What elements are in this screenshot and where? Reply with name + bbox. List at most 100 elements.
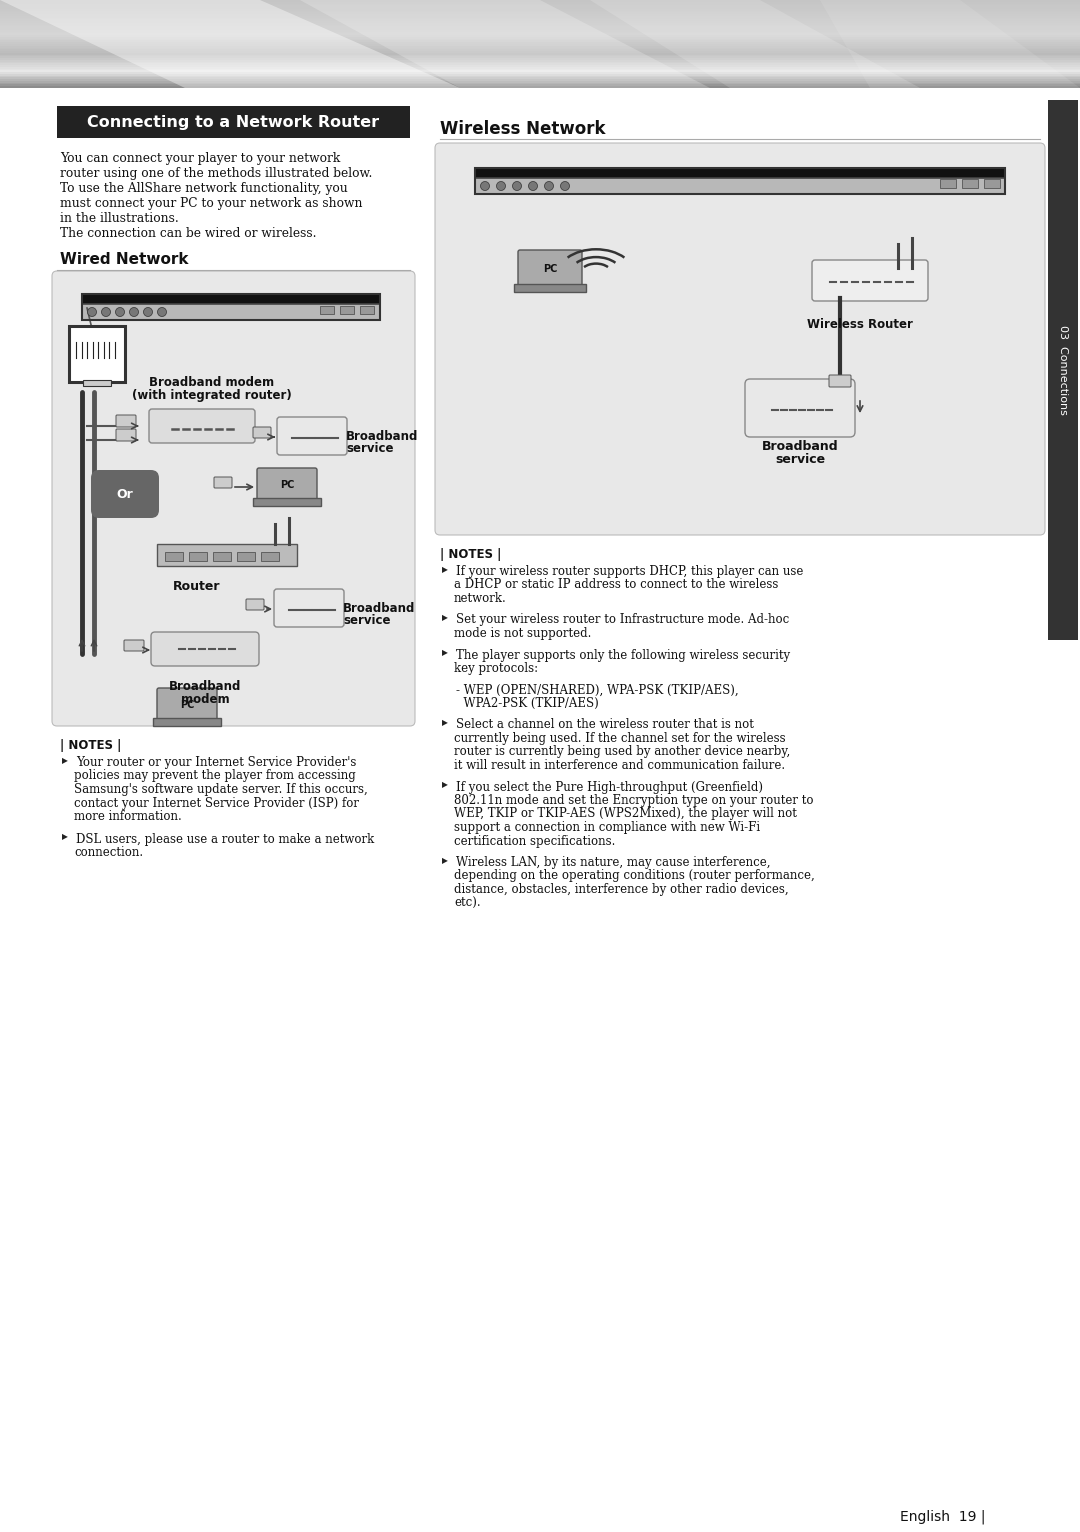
Text: Set your wireless router to Infrastructure mode. Ad-hoc: Set your wireless router to Infrastructu… [456,613,789,627]
Text: If you select the Pure High-throughput (Greenfield): If you select the Pure High-throughput (… [456,780,762,794]
FancyBboxPatch shape [52,271,415,726]
FancyBboxPatch shape [0,43,1080,46]
FancyBboxPatch shape [157,688,217,722]
Text: 802.11n mode and set the Encryption type on your router to: 802.11n mode and set the Encryption type… [454,794,813,807]
Text: Broadband: Broadband [761,440,838,453]
Text: depending on the operating conditions (router performance,: depending on the operating conditions (r… [454,870,814,882]
FancyBboxPatch shape [116,415,136,427]
FancyBboxPatch shape [984,179,1000,188]
Text: a DHCP or static IP address to connect to the wireless: a DHCP or static IP address to connect t… [454,579,779,591]
FancyBboxPatch shape [0,0,1080,2]
FancyBboxPatch shape [1048,100,1078,640]
Circle shape [102,308,110,317]
FancyBboxPatch shape [69,326,125,381]
FancyBboxPatch shape [0,35,1080,37]
Circle shape [130,308,138,317]
FancyBboxPatch shape [0,25,1080,26]
Text: You can connect your player to your network: You can connect your player to your netw… [60,152,340,165]
FancyBboxPatch shape [962,179,978,188]
FancyBboxPatch shape [0,15,1080,17]
Text: router using one of the methods illustrated below.: router using one of the methods illustra… [60,167,373,179]
FancyBboxPatch shape [246,599,264,610]
Text: ▶: ▶ [442,719,448,728]
Text: Select a channel on the wireless router that is not: Select a channel on the wireless router … [456,719,754,731]
FancyBboxPatch shape [0,61,1080,63]
Text: in the illustrations.: in the illustrations. [60,211,179,225]
FancyBboxPatch shape [82,294,380,303]
FancyBboxPatch shape [0,3,1080,5]
Text: ▶: ▶ [442,565,448,574]
Circle shape [528,181,538,190]
FancyBboxPatch shape [0,75,1080,78]
FancyBboxPatch shape [0,18,1080,21]
Text: certification specifications.: certification specifications. [454,835,616,847]
FancyBboxPatch shape [257,467,318,502]
Text: Wired Network: Wired Network [60,251,189,267]
FancyBboxPatch shape [0,11,1080,12]
Text: service: service [346,443,393,455]
FancyBboxPatch shape [0,26,1080,28]
FancyBboxPatch shape [189,552,207,561]
Text: PC: PC [179,700,194,709]
FancyBboxPatch shape [0,38,1080,40]
FancyBboxPatch shape [0,64,1080,67]
FancyBboxPatch shape [261,552,279,561]
FancyBboxPatch shape [0,78,1080,81]
FancyBboxPatch shape [274,588,345,627]
FancyBboxPatch shape [0,55,1080,58]
FancyBboxPatch shape [0,84,1080,86]
Text: more information.: more information. [75,810,181,823]
Circle shape [158,308,166,317]
FancyBboxPatch shape [0,81,1080,83]
FancyBboxPatch shape [57,106,410,138]
FancyBboxPatch shape [253,427,271,438]
Text: Broadband: Broadband [346,430,418,443]
Text: network.: network. [454,591,507,605]
Text: service: service [343,614,391,627]
FancyBboxPatch shape [829,375,851,388]
Text: etc).: etc). [454,896,481,910]
FancyBboxPatch shape [0,28,1080,31]
FancyBboxPatch shape [151,633,259,666]
Text: Wireless Network: Wireless Network [440,119,606,138]
FancyBboxPatch shape [83,380,111,386]
Text: currently being used. If the channel set for the wireless: currently being used. If the channel set… [454,732,785,745]
Text: modem: modem [180,692,229,706]
FancyBboxPatch shape [237,552,255,561]
FancyBboxPatch shape [475,178,1005,195]
Text: | NOTES |: | NOTES | [440,548,501,561]
FancyBboxPatch shape [340,306,354,314]
Text: 03  Connections: 03 Connections [1058,325,1068,415]
Text: Or: Or [117,487,133,501]
FancyBboxPatch shape [165,552,183,561]
Text: Wireless LAN, by its nature, may cause interference,: Wireless LAN, by its nature, may cause i… [456,856,770,869]
FancyBboxPatch shape [213,552,231,561]
Text: The connection can be wired or wireless.: The connection can be wired or wireless. [60,227,316,241]
FancyBboxPatch shape [0,72,1080,74]
Text: To use the AllShare network functionality, you: To use the AllShare network functionalit… [60,182,348,195]
FancyBboxPatch shape [475,169,1005,178]
Text: Broadband modem: Broadband modem [149,375,274,389]
Text: key protocols:: key protocols: [454,662,538,676]
FancyBboxPatch shape [157,544,297,565]
Text: ▶: ▶ [442,613,448,622]
Text: - WEP (OPEN/SHARED), WPA-PSK (TKIP/AES),: - WEP (OPEN/SHARED), WPA-PSK (TKIP/AES), [456,683,739,697]
FancyBboxPatch shape [0,74,1080,75]
Text: WPA2-PSK (TKIP/AES): WPA2-PSK (TKIP/AES) [456,697,598,709]
FancyBboxPatch shape [0,77,1080,80]
FancyBboxPatch shape [0,58,1080,60]
FancyBboxPatch shape [153,719,221,726]
FancyBboxPatch shape [149,409,255,443]
Text: Wireless Router: Wireless Router [807,319,913,331]
Text: support a connection in compliance with new Wi-Fi: support a connection in compliance with … [454,821,760,833]
Polygon shape [590,0,920,87]
FancyBboxPatch shape [0,37,1080,38]
FancyBboxPatch shape [124,640,144,651]
Circle shape [544,181,554,190]
Text: Connecting to a Network Router: Connecting to a Network Router [87,115,379,130]
FancyBboxPatch shape [0,23,1080,25]
FancyBboxPatch shape [0,67,1080,70]
FancyBboxPatch shape [276,417,347,455]
FancyBboxPatch shape [0,2,1080,3]
Circle shape [116,308,124,317]
